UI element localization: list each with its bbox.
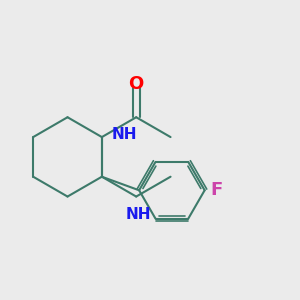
Text: NH: NH	[125, 207, 151, 222]
Text: F: F	[211, 181, 223, 199]
Text: O: O	[129, 75, 144, 93]
Text: NH: NH	[111, 127, 137, 142]
